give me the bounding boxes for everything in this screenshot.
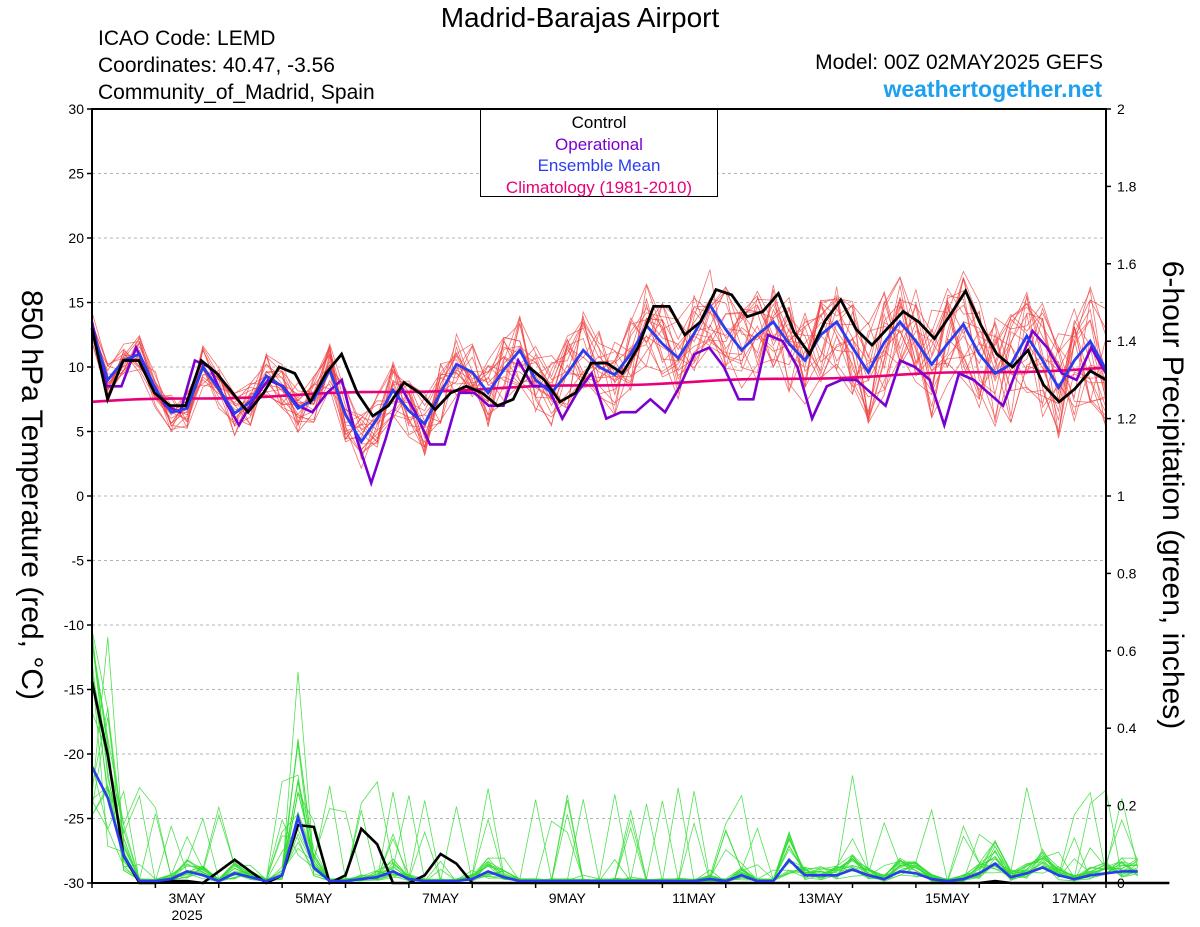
- temp-member-line: [91, 291, 1107, 452]
- temp-member-line: [91, 286, 1107, 454]
- precip-member-line: [91, 660, 1138, 883]
- y-right-tick-label: 2: [1117, 101, 1125, 117]
- y-right-tick-label: 1.6: [1117, 256, 1137, 272]
- y-left-tick-label: -5: [72, 553, 85, 569]
- legend-operational: Operational: [555, 134, 643, 154]
- precip-member-line: [91, 640, 1138, 883]
- precip-member-line: [91, 640, 1138, 883]
- y-left-tick-label: -10: [64, 617, 84, 633]
- x-tick-label: 7MAY: [422, 890, 460, 906]
- legend-mean: Ensemble Mean: [537, 156, 661, 175]
- y-left-tick-label: 10: [68, 359, 84, 375]
- x-tick-label: 11MAY: [672, 890, 716, 906]
- legend-clim: Climatology (1981-2010): [505, 177, 693, 197]
- precip-member-line: [91, 764, 1138, 883]
- y-right-tick-label: 1: [1117, 488, 1125, 504]
- y-right-tick-label: 0: [1117, 875, 1125, 891]
- region: Community_of_Madrid, Spain: [98, 81, 375, 104]
- control-line: [90, 287, 1107, 418]
- y-left-tick-label: -25: [64, 811, 84, 827]
- grid-lines: [92, 173, 1106, 819]
- temp-member-line: [91, 296, 1107, 454]
- precip-member-line: [91, 643, 1138, 883]
- model-run: Model: 00Z 02MAY2025 GEFS: [815, 51, 1103, 74]
- chart-title: Madrid-Barajas Airport: [440, 2, 720, 33]
- legend-control: Control: [571, 113, 627, 132]
- y-right-tick-label: 0.2: [1117, 798, 1137, 814]
- temp-ensemble-members: [91, 269, 1107, 470]
- precip-member-line: [91, 673, 1138, 883]
- y-left-tick-label: -30: [64, 875, 84, 891]
- axes: 302520151050-5-10-15-20-25-3021.81.61.41…: [64, 101, 1137, 923]
- y-left-tick-label: 15: [68, 295, 84, 311]
- y-right-tick-label: 0.6: [1117, 643, 1137, 659]
- precip-member-line: [91, 630, 1138, 883]
- coordinates: Coordinates: 40.47, -3.56: [98, 54, 335, 77]
- precip-mean-line: [90, 766, 1138, 883]
- y-left-tick-label: 20: [68, 230, 84, 246]
- y-right-tick-label: 1.4: [1117, 333, 1137, 349]
- operational-line: [90, 321, 1108, 488]
- series-lines: [90, 287, 1170, 885]
- x-tick-sublabel: 2025: [171, 907, 202, 923]
- precip-member-line: [91, 641, 1138, 883]
- x-tick-label: 9MAY: [549, 890, 587, 906]
- site-link[interactable]: weathertogether.net: [883, 76, 1102, 102]
- y-right-tick-label: 1.2: [1117, 411, 1137, 427]
- y-left-tick-label: 5: [76, 424, 84, 440]
- x-tick-label: 17MAY: [1052, 890, 1098, 906]
- x-tick-label: 5MAY: [295, 890, 333, 906]
- y-left-tick-label: 30: [68, 101, 84, 117]
- y-right-tick-label: 1.8: [1117, 178, 1137, 194]
- temp-member-line: [91, 290, 1107, 470]
- precip-member-line: [91, 738, 1138, 883]
- precip-member-line: [91, 671, 1138, 883]
- y-right-tick-label: 0.8: [1117, 565, 1137, 581]
- y-left-tick-label: 0: [76, 488, 84, 504]
- y-right-tick-label: 0.4: [1117, 720, 1137, 736]
- precip-member-line: [91, 711, 1138, 883]
- y-left-tick-label: -15: [64, 682, 84, 698]
- y-left-tick-label: 25: [68, 166, 84, 182]
- precip-ensemble-members: [91, 629, 1139, 883]
- icao-code: ICAO Code: LEMD: [98, 27, 276, 50]
- precip-control-line: [90, 681, 1170, 885]
- precip-member-line: [91, 717, 1138, 883]
- x-tick-label: 15MAY: [925, 890, 971, 906]
- legend: Control Operational Ensemble Mean Climat…: [480, 109, 718, 197]
- precip-member-line: [91, 637, 1138, 883]
- precip-member-line: [91, 671, 1138, 883]
- y-left-tick-label: -20: [64, 746, 84, 762]
- precip-member-line: [91, 668, 1139, 883]
- precip-member-line: [91, 674, 1138, 883]
- ensemble-mean-line: [90, 302, 1108, 445]
- x-tick-label: 3MAY: [169, 890, 207, 906]
- x-tick-label: 13MAY: [798, 890, 844, 906]
- precip-member-line: [91, 629, 1139, 883]
